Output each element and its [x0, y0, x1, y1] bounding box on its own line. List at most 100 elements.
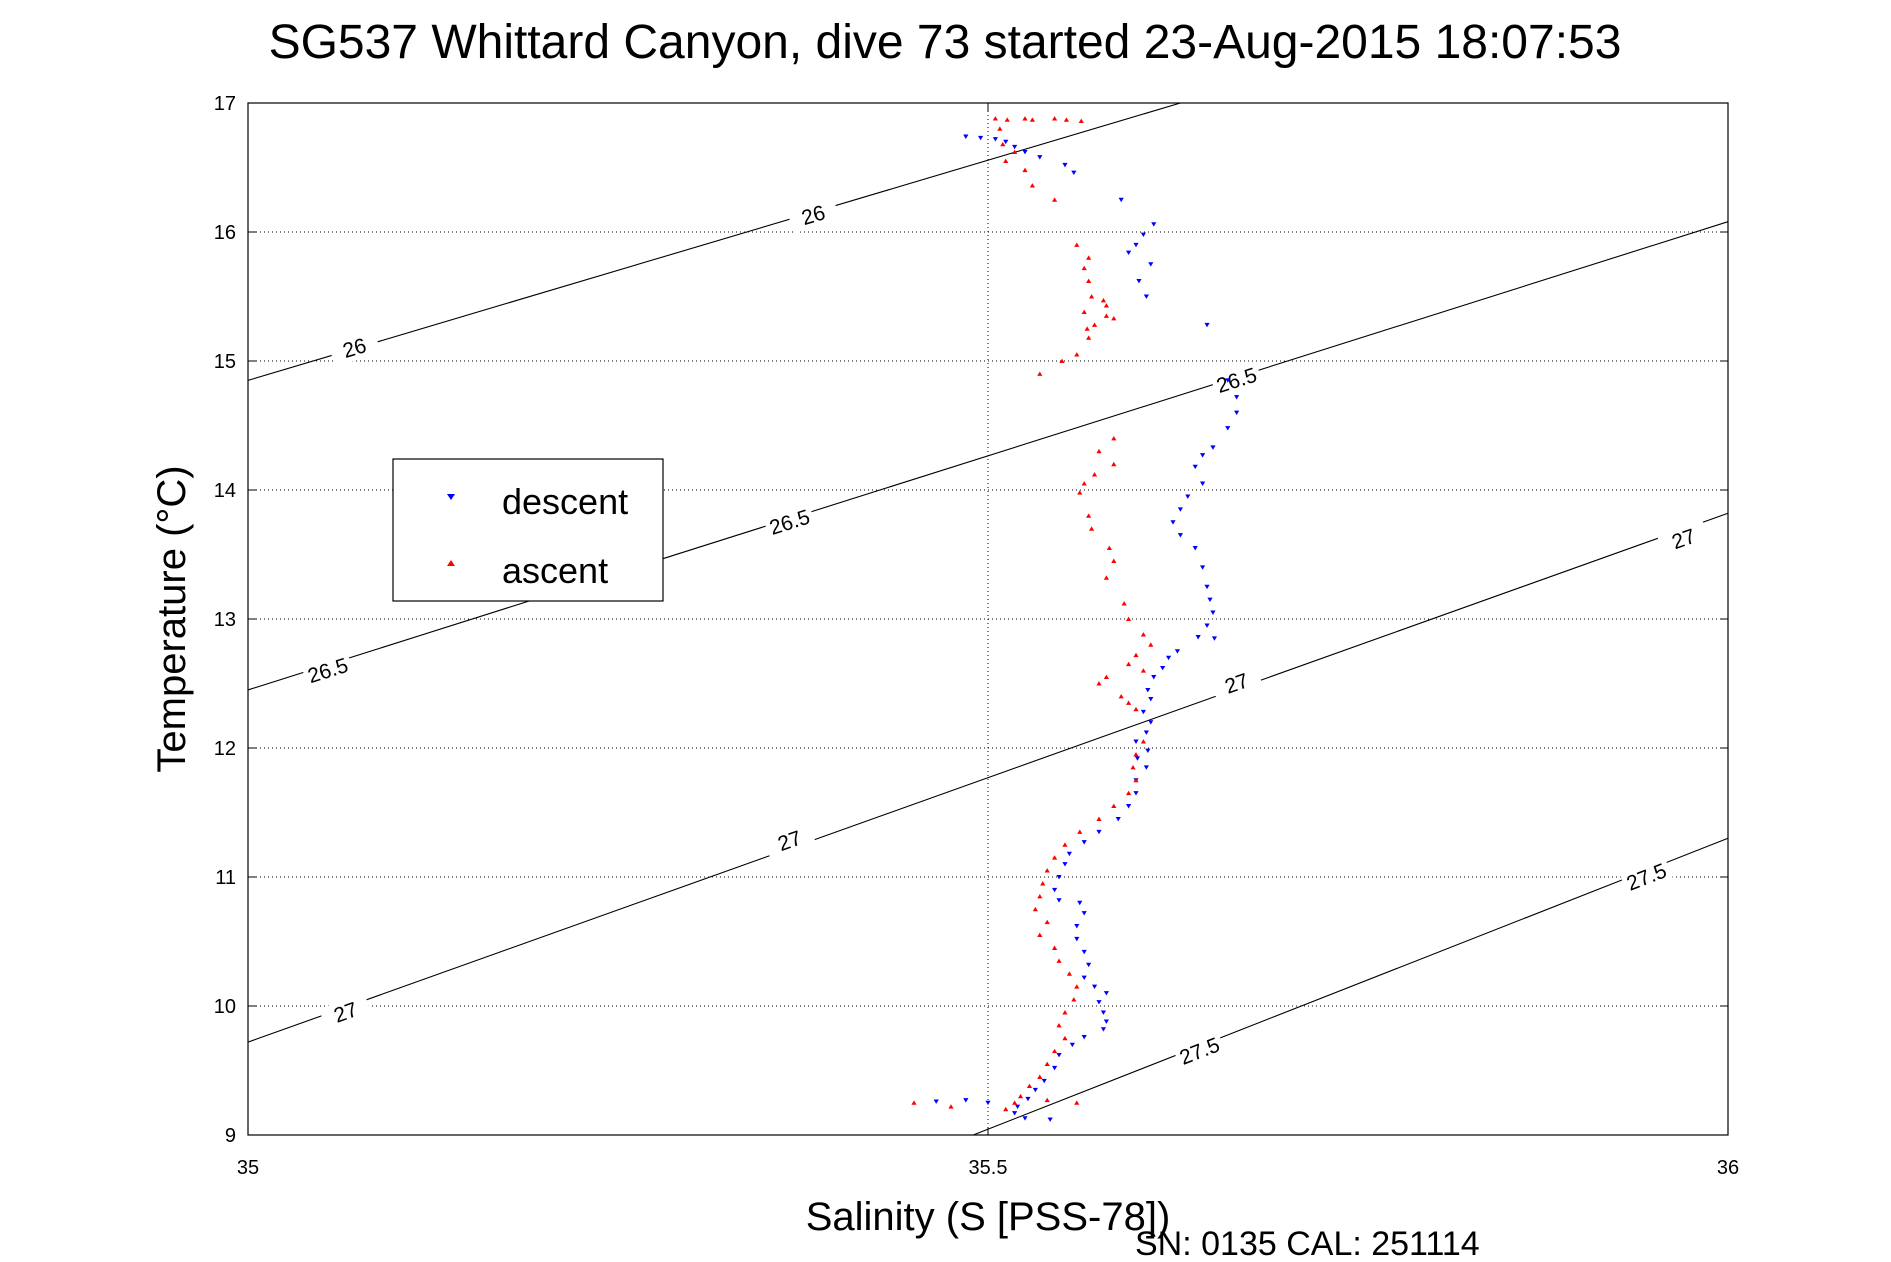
descent-point — [1210, 610, 1216, 615]
descent-point — [1062, 862, 1068, 867]
descent-point — [1032, 1087, 1038, 1093]
ascent-point — [1077, 490, 1083, 495]
ascent-point — [1103, 313, 1109, 318]
ascent-point — [1066, 971, 1072, 976]
descent-point — [1207, 597, 1213, 603]
y-tick-label: 9 — [225, 1125, 236, 1147]
ascent-point — [1044, 919, 1050, 925]
ascent-point — [1063, 117, 1070, 122]
descent-point — [1140, 709, 1146, 715]
legend-descent-label: descent — [502, 481, 628, 522]
ascent-point — [1003, 158, 1009, 164]
contour-label-gap — [301, 651, 355, 690]
descent-point — [1037, 155, 1043, 160]
descent-point — [1204, 322, 1210, 328]
contour-label-gap — [1619, 857, 1674, 897]
descent-point — [1025, 1096, 1031, 1102]
ascent-point — [1071, 997, 1077, 1002]
descent-point — [1133, 739, 1139, 744]
descent-point — [1211, 636, 1218, 641]
descent-point — [1022, 1116, 1028, 1121]
grid-lines — [248, 103, 1728, 1135]
contour-label-gap — [786, 196, 840, 234]
contour-label-gap — [1210, 664, 1264, 703]
descent-point — [1062, 162, 1068, 168]
descent-point — [1103, 1019, 1109, 1024]
descent-point — [978, 135, 984, 141]
descent-point — [1195, 635, 1201, 640]
ascent-point — [1044, 868, 1050, 873]
descent-point — [1103, 991, 1109, 996]
ascent-point — [1004, 117, 1010, 122]
descent-point — [1052, 887, 1058, 893]
contour-label-gap — [328, 329, 381, 367]
ascent-point — [1074, 984, 1080, 989]
descent-point — [1081, 975, 1087, 981]
ascent-point — [1103, 303, 1109, 308]
descent-point — [1148, 720, 1154, 725]
descent-point — [1133, 791, 1139, 796]
x-tick-label: 36 — [1717, 1157, 1739, 1179]
ascent-point — [1012, 149, 1018, 155]
ascent-point — [1086, 335, 1092, 340]
descent-point — [1015, 1104, 1021, 1110]
y-tick-label: 17 — [214, 93, 236, 115]
contour-label-gap — [1656, 519, 1711, 559]
ascent-point — [1081, 309, 1087, 314]
ascent-point — [1029, 183, 1035, 188]
legend: descent ascent — [392, 458, 664, 602]
ascent-point — [1148, 642, 1154, 647]
ascent-point — [1062, 1010, 1068, 1015]
descent-point — [963, 1098, 969, 1103]
descent-point — [1145, 687, 1151, 693]
y-tick-label: 11 — [215, 867, 236, 889]
y-tick-label: 14 — [214, 480, 236, 502]
descent-point — [1081, 840, 1087, 845]
descent-point — [1096, 829, 1102, 835]
ascent-point — [1140, 668, 1146, 673]
descent-point — [1160, 666, 1166, 671]
ascent-point — [1037, 893, 1043, 899]
ascent-point — [1037, 932, 1043, 938]
ascent-point — [1062, 842, 1068, 847]
ascent-point — [1089, 526, 1095, 531]
descent-point — [1170, 520, 1176, 525]
ascent-point — [1133, 652, 1139, 658]
ascent-point — [1074, 242, 1080, 247]
descent-point — [1140, 232, 1146, 237]
y-tick-label: 16 — [214, 222, 236, 244]
serial-cal-footer: SN: 0135 CAL: 251114 — [1135, 1225, 1480, 1262]
ascent-point — [1140, 632, 1146, 637]
descent-point — [1041, 1078, 1047, 1084]
descent-point — [1204, 584, 1210, 590]
ascent-point — [1037, 371, 1043, 376]
descent-point — [1204, 623, 1210, 628]
ascent-point — [1091, 472, 1098, 477]
x-tick-label: 35 — [237, 1157, 259, 1179]
ascent-point — [1040, 881, 1046, 886]
descent-point — [1056, 898, 1062, 903]
descent-point — [1069, 1042, 1075, 1048]
descent-point — [1056, 1053, 1062, 1058]
descent-point — [1185, 494, 1191, 499]
ascent-point — [1118, 694, 1124, 699]
density-contour-line — [247, 102, 1181, 381]
descent-point — [1177, 533, 1183, 538]
ascent-point — [1086, 278, 1092, 284]
ascent-points — [911, 116, 1154, 1112]
ascent-point — [1111, 436, 1117, 441]
x-axis-label: Salinity (S [PSS-78]) — [806, 1195, 1171, 1239]
descent-point — [1074, 936, 1080, 942]
ascent-point — [1140, 739, 1146, 744]
descent-point — [1115, 816, 1121, 822]
ascent-point — [1111, 461, 1117, 467]
ascent-point — [1022, 167, 1028, 173]
ascent-point — [1044, 1061, 1050, 1067]
descent-point — [1165, 655, 1172, 661]
ascent-point — [1052, 197, 1058, 202]
legend-ascent-marker — [447, 560, 455, 566]
ascent-point — [1103, 575, 1109, 580]
legend-ascent-label: ascent — [502, 550, 608, 591]
descent-point — [1081, 949, 1087, 955]
